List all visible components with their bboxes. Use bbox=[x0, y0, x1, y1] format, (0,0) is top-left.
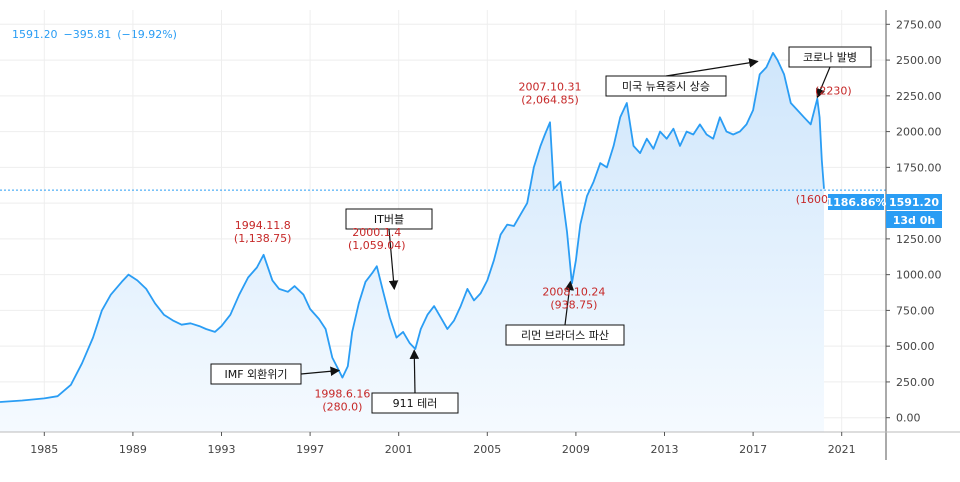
annotation-line: 2000.1.4 bbox=[352, 226, 401, 239]
x-tick-label: 1997 bbox=[296, 443, 324, 456]
annotation-line: 2007.10.31 bbox=[518, 80, 581, 93]
annotation-line: (2,064.85) bbox=[521, 93, 579, 106]
y-tick-label: 2000.00 bbox=[896, 126, 942, 139]
callout: IMF 외환위기 bbox=[210, 363, 341, 385]
callouts: IMF 외환위기 IT버블 911 테러 리먼 브라더스 파산 미국 뉴욕증시 상승 코로… bbox=[210, 46, 872, 414]
y-tick-label: 750.00 bbox=[896, 304, 935, 317]
callout: 미국 뉴욕증시 상승 bbox=[605, 58, 759, 97]
annotations: 1994.11.8(1,138.75) 2000.1.4(1,059.04) 199… bbox=[234, 80, 852, 413]
callout-arrow bbox=[816, 66, 831, 99]
timer-badge-bg bbox=[886, 211, 942, 228]
x-tick-label: 2001 bbox=[385, 443, 413, 456]
annotation-label: 2008.10.24(938.75) bbox=[542, 285, 605, 311]
callout: 코로나 발병 bbox=[788, 46, 872, 99]
annotation-line: (2230) bbox=[815, 85, 852, 98]
callout-arrow bbox=[665, 58, 759, 77]
x-tick-label: 1989 bbox=[119, 443, 147, 456]
price-badge-bg bbox=[886, 194, 942, 210]
series-line bbox=[0, 52, 825, 403]
timer-badge: 13d 0h bbox=[893, 214, 936, 227]
header-change-pct: (−19.92%) bbox=[117, 28, 177, 41]
price-badges: 1186.86% 1591.20 13d 0h bbox=[825, 194, 942, 228]
y-tick-label: 1750.00 bbox=[896, 161, 942, 174]
x-tick-label: 2009 bbox=[562, 443, 590, 456]
x-tick-label: 2021 bbox=[828, 443, 856, 456]
annotation-line: (1,138.75) bbox=[234, 232, 292, 245]
price-badge: 1591.20 bbox=[889, 196, 939, 209]
annotation-label: 2007.10.31(2,064.85) bbox=[518, 80, 581, 106]
x-tick-label: 1993 bbox=[208, 443, 236, 456]
y-tick-label: 1250.00 bbox=[896, 233, 942, 246]
header-change: −395.81 bbox=[63, 28, 112, 41]
y-tick-label: 2500.00 bbox=[896, 54, 942, 67]
callout-text: 911 테러 bbox=[393, 397, 438, 410]
callout-arrow bbox=[300, 366, 341, 377]
callout-box bbox=[345, 208, 433, 230]
annotation-line: (1,059.04) bbox=[348, 239, 406, 252]
y-tick-label: 500.00 bbox=[896, 340, 935, 353]
callout: IT버블 bbox=[345, 208, 433, 291]
callout-arrow bbox=[388, 228, 399, 291]
callout-box bbox=[505, 324, 625, 346]
callout: 리먼 브라더스 파산 bbox=[505, 280, 625, 346]
callout-box bbox=[788, 46, 872, 68]
y-tick-label: 2250.00 bbox=[896, 90, 942, 103]
price-header: 1591.20 −395.81 (−19.92%) bbox=[12, 28, 183, 41]
annotation-label: 2000.1.4(1,059.04) bbox=[348, 226, 406, 252]
callout: 911 테러 bbox=[371, 349, 459, 414]
annotation-label: (1600) bbox=[796, 193, 833, 206]
callout-box bbox=[605, 75, 727, 97]
callout-arrow bbox=[564, 280, 575, 326]
annotation-label: (2230) bbox=[815, 85, 852, 98]
annotation-label: 1998.6.16(280.0) bbox=[314, 388, 370, 414]
callout-box bbox=[371, 392, 459, 414]
annotation-line: 1998.6.16 bbox=[314, 388, 370, 401]
y-tick-label: 2750.00 bbox=[896, 18, 942, 31]
y-tick-label: 250.00 bbox=[896, 376, 935, 389]
y-tick-label: 0.00 bbox=[896, 412, 921, 425]
series-area-fill bbox=[0, 52, 824, 433]
callout-box bbox=[210, 363, 302, 385]
annotation-line: 1994.11.8 bbox=[235, 219, 291, 232]
annotation-line: (1600) bbox=[796, 193, 833, 206]
x-tick-label: 2017 bbox=[739, 443, 767, 456]
x-tick-label: 1985 bbox=[30, 443, 58, 456]
callout-text: 리먼 브라더스 파산 bbox=[521, 329, 609, 342]
annotation-line: (280.0) bbox=[322, 401, 362, 414]
callout-arrow bbox=[409, 349, 420, 394]
annotation-line: 2008.10.24 bbox=[542, 285, 605, 298]
pct-badge-bg bbox=[828, 194, 884, 210]
annotation-label: 1994.11.8(1,138.75) bbox=[234, 219, 292, 245]
callout-text: 코로나 발병 bbox=[803, 51, 857, 64]
callout-text: IT버블 bbox=[374, 213, 404, 226]
x-axis-ticks: 1985 1989 1993 1997 2001 2005 2009 2013 2017 2021 bbox=[30, 432, 856, 456]
callout-text: 미국 뉴욕증시 상승 bbox=[622, 80, 710, 93]
y-tick-label: 1000.00 bbox=[896, 269, 942, 282]
header-price: 1591.20 bbox=[12, 28, 58, 41]
x-tick-label: 2013 bbox=[651, 443, 679, 456]
pct-badge: 1186.86% bbox=[825, 196, 886, 209]
callout-text: IMF 외환위기 bbox=[224, 368, 287, 381]
x-tick-label: 2005 bbox=[473, 443, 501, 456]
annotation-line: (938.75) bbox=[550, 298, 597, 311]
